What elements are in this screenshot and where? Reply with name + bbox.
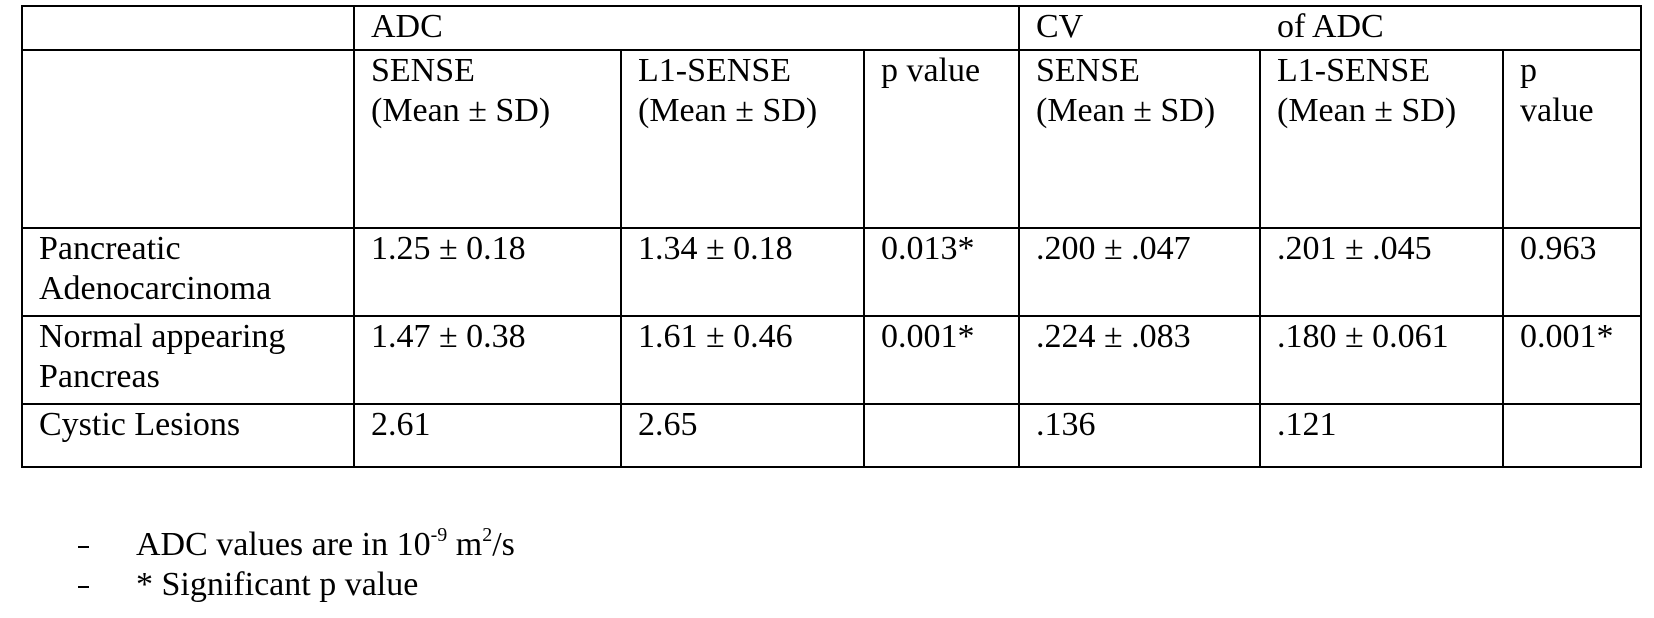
data-row: Cystic Lesions 2.61 2.65 .136 .121 [21,403,1642,468]
note: ADC values are in 10-9 m2/s [78,525,515,565]
cell-line: p value [881,52,981,89]
cell-text: 0.013* [881,230,975,267]
empty-cell [21,5,355,51]
data-cell: .224 ± .083 [1018,315,1261,405]
cell-text: .201 ± .045 [1277,230,1432,267]
group-header-text: CV [1036,8,1084,45]
row-label: Cystic Lesions [21,403,355,468]
data-cell: 0.963 [1502,227,1642,317]
note-text: /s [492,526,515,563]
cell-text: 0.001* [881,318,975,355]
data-cell: 1.61 ± 0.46 [620,315,865,405]
cell-text: 2.65 [638,406,698,443]
cell-line: L1-SENSE [1277,52,1430,89]
cell-line: L1-SENSE [638,52,791,89]
cell-text: 2.61 [371,406,431,443]
group-header: ADC [353,5,1020,51]
superscript: 2 [482,524,493,546]
cell-text: .200 ± .047 [1036,230,1191,267]
group-header-text: of ADC [1277,8,1384,45]
data-cell: 0.001* [863,315,1020,405]
column-header: L1-SENSE (Mean ± SD) [1259,49,1504,229]
cell-text: .180 ± 0.061 [1277,318,1449,355]
column-header: p value [1502,49,1642,229]
cell-line: SENSE [1036,52,1140,89]
cell-line: (Mean ± SD) [1036,92,1216,129]
column-header: p value [863,49,1020,229]
data-cell: 1.25 ± 0.18 [353,227,622,317]
data-row: Normal appearing Pancreas 1.47 ± 0.38 1.61 … [21,315,1642,405]
cell-text: .136 [1036,406,1096,443]
empty-cell [21,49,355,229]
cell-text: 1.61 ± 0.46 [638,318,793,355]
cell-line: Pancreas [39,358,160,395]
cell-line: value [1520,92,1594,129]
data-cell: .201 ± .045 [1259,227,1504,317]
cell-text: 0.001* [1520,318,1614,355]
notes: ADC values are in 10-9 m2/s * Significan… [78,525,515,605]
cell-line: (Mean ± SD) [638,92,818,129]
cell-line: (Mean ± SD) [371,92,551,129]
data-cell [863,403,1020,468]
data-cell: 1.34 ± 0.18 [620,227,865,317]
data-cell: 2.61 [353,403,622,468]
data-cell: 0.001* [1502,315,1642,405]
data-cell: .180 ± 0.061 [1259,315,1504,405]
column-header: SENSE (Mean ± SD) [353,49,622,229]
data-cell: 1.47 ± 0.38 [353,315,622,405]
row-label: Pancreatic Adenocarcinoma [21,227,355,317]
note-text: m [447,526,483,563]
results-table: ADC CV of ADC SENSE (Mean ± SD) L1-SENSE (Me… [21,5,1642,468]
cell-line: (Mean ± SD) [1277,92,1457,129]
group-header: CV of ADC [1018,5,1642,51]
note-text: * Significant p value [136,566,419,603]
group-header-text: ADC [371,8,443,45]
note: * Significant p value [78,565,515,605]
data-row: Pancreatic Adenocarcinoma 1.25 ± 0.18 1.34 … [21,227,1642,317]
data-cell [1502,403,1642,468]
cell-text: 1.25 ± 0.18 [371,230,526,267]
cell-line: Pancreatic [39,230,181,267]
superscript: -9 [430,524,448,546]
cell-text: 0.963 [1520,230,1597,267]
column-header: L1-SENSE (Mean ± SD) [620,49,865,229]
data-cell: 0.013* [863,227,1020,317]
group-header-row: ADC CV of ADC [21,5,1642,51]
column-header-row: SENSE (Mean ± SD) L1-SENSE (Mean ± SD) p val… [21,49,1642,229]
data-cell: 2.65 [620,403,865,468]
row-label: Normal appearing Pancreas [21,315,355,405]
column-header: SENSE (Mean ± SD) [1018,49,1261,229]
cell-text: .121 [1277,406,1337,443]
cell-line: Cystic Lesions [39,406,241,443]
cell-line: Adenocarcinoma [39,270,272,307]
cell-text: 1.34 ± 0.18 [638,230,793,267]
cell-line: SENSE [371,52,475,89]
data-cell: .200 ± .047 [1018,227,1261,317]
cell-line: Normal appearing [39,318,286,355]
data-cell: .136 [1018,403,1261,468]
cell-line: p [1520,52,1537,89]
cell-text: 1.47 ± 0.38 [371,318,526,355]
cell-text: .224 ± .083 [1036,318,1191,355]
note-text: ADC values are in 10 [136,526,431,563]
data-cell: .121 [1259,403,1504,468]
